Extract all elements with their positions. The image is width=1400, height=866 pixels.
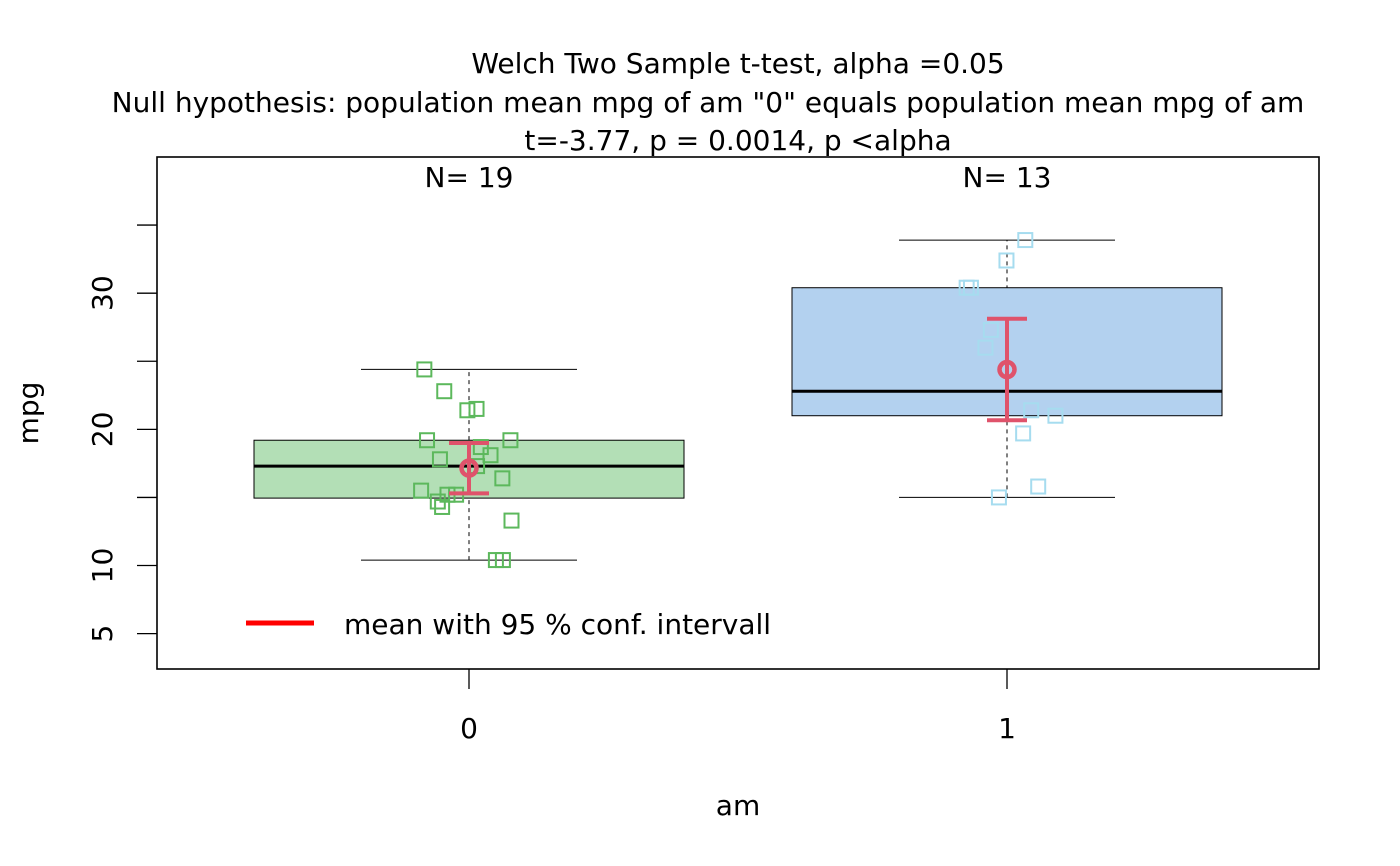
data-point-0-10 (494, 470, 511, 487)
y-tick-label-30: 30 (86, 275, 119, 311)
group-1 (791, 232, 1223, 506)
n-label-0: N= 19 (425, 161, 514, 194)
data-point-1-0 (1017, 232, 1034, 249)
data-point-1-5 (977, 339, 994, 356)
n-label-1: N= 13 (963, 161, 1052, 194)
data-point-1-6 (1023, 402, 1040, 419)
data-point-1-4 (982, 321, 999, 338)
y-tick-label-5: 5 (86, 625, 119, 643)
plot-frame (156, 156, 1320, 670)
legend: mean with 95 % conf. intervall (246, 608, 771, 641)
data-point-0-3 (468, 400, 485, 417)
data-point-0-6 (472, 439, 489, 456)
data-point-0-16 (503, 512, 520, 529)
data-point-0-8 (431, 451, 448, 468)
data-point-1-1 (998, 252, 1015, 269)
mean-marker-1 (997, 359, 1017, 380)
y-tick-label-20: 20 (86, 412, 119, 448)
x-axis-label: am (716, 789, 760, 822)
data-point-0-2 (459, 402, 476, 419)
data-point-1-9 (1030, 478, 1047, 495)
legend-label: mean with 95 % conf. intervall (344, 608, 771, 641)
data-point-0-7 (482, 447, 499, 464)
y-tick-label-10: 10 (86, 548, 119, 584)
y-axis-label: mpg (12, 382, 45, 445)
data-point-0-14 (429, 493, 446, 510)
title-line-1: Welch Two Sample t-test, alpha =0.05 (471, 47, 1004, 80)
data-point-1-10 (990, 489, 1007, 506)
data-point-0-1 (436, 383, 453, 400)
data-point-0-18 (494, 552, 511, 569)
x-tick-label-0: 0 (460, 712, 478, 745)
y-axis: 5 10 20 30 (86, 224, 157, 643)
data-point-0-5 (502, 432, 519, 449)
data-point-1-7 (1047, 407, 1064, 424)
plot-marks (253, 232, 1223, 569)
data-point-0-4 (419, 432, 436, 449)
data-point-0-0 (416, 361, 433, 378)
chart-title: Welch Two Sample t-test, alpha =0.05 Nul… (112, 47, 1305, 157)
title-line-3: t=-3.77, p = 0.0014, p <alpha (524, 124, 951, 157)
mean-marker-0 (459, 458, 479, 478)
data-point-1-3 (962, 279, 979, 296)
data-point-1-8 (1015, 425, 1032, 442)
group-0 (253, 361, 685, 569)
x-tick-label-1: 1 (998, 712, 1016, 745)
title-line-2: Null hypothesis: population mean mpg of … (112, 86, 1305, 119)
data-point-0-15 (434, 498, 451, 515)
data-point-0-11 (413, 482, 430, 499)
